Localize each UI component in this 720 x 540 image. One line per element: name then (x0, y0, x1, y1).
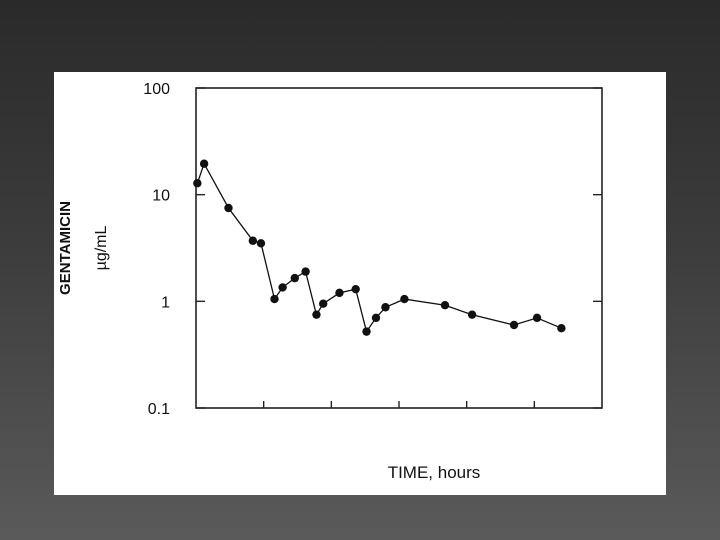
data-points (193, 159, 566, 336)
data-point-0 (193, 179, 202, 188)
data-point-18 (467, 310, 477, 319)
data-point-3 (248, 236, 258, 245)
chart-svg: 100 10 1 0.1 GENTAMICIN µg/mL TIME, hours (57, 81, 603, 482)
data-point-10 (319, 299, 328, 308)
data-point-4 (256, 239, 266, 248)
series-line (196, 162, 562, 334)
plot-frame (195, 87, 603, 409)
data-point-8 (301, 267, 310, 276)
data-point-1 (199, 159, 209, 168)
data-point-16 (400, 294, 409, 304)
data-point-21 (557, 323, 566, 333)
chart-panel: 100 10 1 0.1 GENTAMICIN µg/mL TIME, hours (54, 72, 666, 495)
y-axis-title: GENTAMICIN (57, 201, 74, 295)
y-tick-label: 1 (161, 294, 170, 311)
x-axis-ticks (262, 401, 536, 408)
data-point-17 (440, 300, 450, 310)
data-point-11 (335, 288, 344, 298)
y-tick-label: 0.1 (148, 401, 170, 418)
x-axis-title: TIME, hours (388, 463, 481, 482)
data-point-2 (224, 203, 233, 213)
data-point-9 (312, 310, 321, 319)
data-point-19 (509, 320, 519, 330)
data-point-14 (371, 313, 381, 323)
data-point-15 (381, 303, 390, 312)
y-tick-label: 10 (152, 188, 170, 205)
data-point-12 (351, 284, 360, 294)
y-axis-ticks (196, 87, 602, 409)
data-point-5 (270, 294, 279, 304)
y-axis-unit: µg/mL (93, 226, 110, 271)
data-point-20 (532, 313, 542, 323)
y-tick-labels: 100 10 1 0.1 (143, 81, 170, 418)
data-point-13 (362, 327, 371, 336)
data-point-7 (290, 273, 299, 283)
data-point-6 (278, 283, 287, 292)
y-tick-label: 100 (143, 81, 170, 98)
